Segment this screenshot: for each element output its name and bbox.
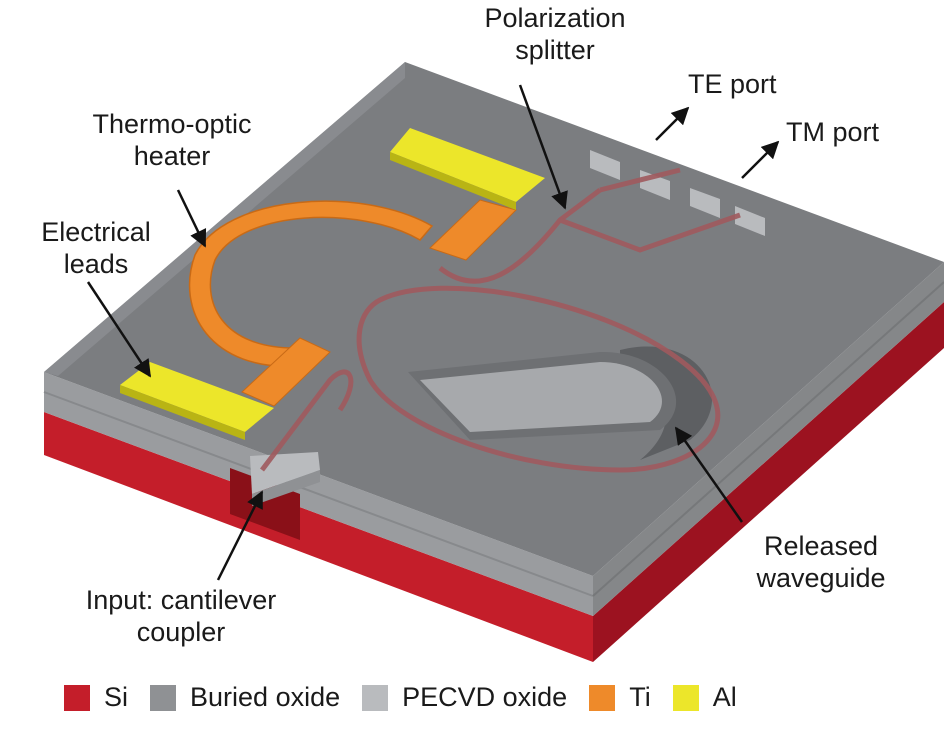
legend-swatch-pecvd-oxide: [362, 684, 389, 711]
al-pad-upper: [390, 128, 545, 202]
legend-label-si: Si: [104, 682, 129, 712]
top-edge-rim: [44, 62, 405, 376]
label-input-coupler-line2: coupler: [136, 617, 226, 647]
legend-label-al: Al: [712, 682, 737, 712]
released-waveguide-trench: [408, 346, 713, 460]
legend-label-buried-oxide: Buried oxide: [190, 682, 341, 712]
al-pad-lower: [120, 362, 274, 432]
label-thermo-optic-heater-line2: heater: [133, 141, 211, 171]
label-polarization-splitter: Polarization splitter: [470, 2, 640, 66]
oxide-layer-edge-right: [592, 281, 944, 597]
legend-item-buried-oxide: Buried oxide: [150, 682, 340, 713]
al-pad-lower-side: [120, 385, 245, 440]
label-input-coupler: Input: cantilever coupler: [68, 584, 294, 648]
waveguide-traces: [260, 167, 741, 473]
label-released-waveguide: Released waveguide: [746, 530, 896, 594]
al-pad-upper-side: [390, 152, 516, 210]
si-right-face: [593, 302, 944, 662]
legend-label-pecvd-oxide: PECVD oxide: [402, 682, 568, 712]
label-electrical-leads-line2: leads: [63, 249, 129, 279]
label-released-waveguide-line1: Released: [763, 531, 879, 561]
label-released-waveguide-line2: waveguide: [756, 563, 886, 593]
label-thermo-optic-heater: Thermo-optic heater: [74, 108, 270, 172]
legend-swatch-ti: [589, 684, 616, 711]
oxide-layer-edge: [43, 391, 594, 597]
label-electrical-leads: Electrical leads: [28, 216, 164, 280]
si-front-face: [44, 412, 593, 662]
legend-swatch-al: [672, 684, 699, 711]
arrow-electrical-leads: [86, 281, 152, 378]
ti-heater: [188, 200, 434, 368]
input-notch-trench: [230, 468, 300, 540]
legend-swatch-si: [64, 684, 90, 711]
label-tm-port: TM port: [786, 117, 880, 147]
legend-item-al: Al: [672, 682, 737, 713]
legend-swatch-buried-oxide: [150, 684, 177, 711]
label-electrical-leads-line1: Electrical: [41, 217, 151, 247]
label-thermo-optic-heater-line1: Thermo-optic: [92, 109, 252, 139]
arrow-te-port: [655, 106, 690, 141]
input-cantilever-side: [252, 470, 320, 506]
legend-item-si: Si: [64, 682, 128, 713]
legend-item-ti: Ti: [589, 682, 651, 713]
legend: Si Buried oxide PECVD oxide Ti Al: [64, 682, 759, 713]
ti-lead-lower: [241, 337, 331, 407]
label-input-coupler-line1: Input: cantilever: [85, 585, 277, 615]
label-polarization-splitter-line2: splitter: [515, 35, 595, 65]
legend-item-pecvd-oxide: PECVD oxide: [362, 682, 567, 713]
arrow-thermo-optic-heater: [176, 189, 207, 248]
label-te-port: TE port: [688, 69, 777, 99]
arrow-polarization-splitter: [518, 84, 568, 210]
arrow-input-coupler: [216, 490, 264, 581]
legend-label-ti: Ti: [629, 682, 651, 712]
arrow-released-waveguide: [674, 426, 744, 523]
arrow-tm-port: [741, 140, 780, 179]
leader-arrows: [86, 84, 780, 581]
label-polarization-splitter-line1: Polarization: [484, 3, 626, 33]
